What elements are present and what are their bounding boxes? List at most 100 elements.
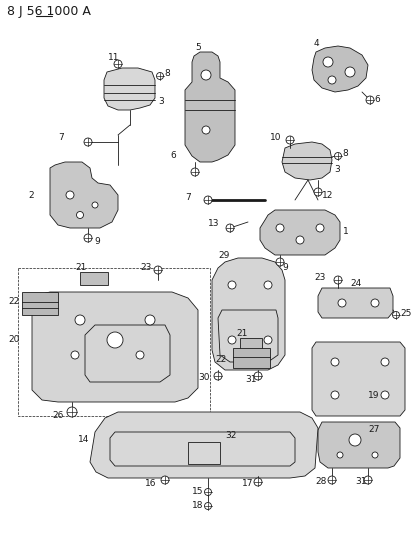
- Text: 6: 6: [170, 150, 176, 159]
- Circle shape: [381, 391, 389, 399]
- Text: 7: 7: [185, 192, 191, 201]
- Text: 1: 1: [343, 228, 349, 237]
- Circle shape: [156, 72, 163, 79]
- Text: 18: 18: [192, 502, 203, 511]
- Text: 12: 12: [322, 191, 333, 200]
- Polygon shape: [282, 142, 332, 180]
- Text: 9: 9: [282, 263, 288, 272]
- Circle shape: [372, 452, 378, 458]
- Text: 16: 16: [145, 479, 156, 488]
- Circle shape: [296, 236, 304, 244]
- Circle shape: [205, 489, 211, 496]
- Circle shape: [202, 126, 210, 134]
- Circle shape: [71, 351, 79, 359]
- Circle shape: [331, 358, 339, 366]
- Circle shape: [66, 191, 74, 199]
- Text: 5: 5: [195, 44, 201, 52]
- Circle shape: [107, 332, 123, 348]
- Circle shape: [136, 351, 144, 359]
- Circle shape: [314, 188, 322, 196]
- Circle shape: [364, 476, 372, 484]
- Circle shape: [205, 503, 211, 510]
- Polygon shape: [240, 338, 262, 350]
- Circle shape: [254, 372, 262, 380]
- Circle shape: [228, 336, 236, 344]
- Text: 17: 17: [242, 480, 253, 489]
- Polygon shape: [260, 210, 340, 255]
- Bar: [188, 442, 220, 464]
- Text: 11: 11: [108, 52, 119, 61]
- Bar: [18, 268, 210, 416]
- Polygon shape: [233, 348, 270, 368]
- Polygon shape: [312, 342, 405, 416]
- Circle shape: [371, 299, 379, 307]
- Circle shape: [191, 168, 199, 176]
- Circle shape: [345, 67, 355, 77]
- Text: 26: 26: [52, 410, 63, 419]
- Circle shape: [316, 224, 324, 232]
- Circle shape: [228, 281, 236, 289]
- Polygon shape: [22, 292, 58, 315]
- Text: 19: 19: [368, 391, 379, 400]
- Polygon shape: [32, 292, 198, 402]
- Circle shape: [381, 358, 389, 366]
- Circle shape: [276, 224, 284, 232]
- Text: 7: 7: [58, 133, 64, 142]
- Circle shape: [264, 281, 272, 289]
- Text: 20: 20: [8, 335, 20, 344]
- Circle shape: [254, 478, 262, 486]
- Text: 28: 28: [315, 478, 327, 487]
- Circle shape: [349, 434, 361, 446]
- Text: 3: 3: [334, 166, 340, 174]
- Circle shape: [114, 60, 122, 68]
- Text: 24: 24: [350, 279, 361, 287]
- Text: 23: 23: [314, 273, 325, 282]
- Text: 22: 22: [8, 297, 19, 306]
- Polygon shape: [50, 162, 118, 228]
- Text: 32: 32: [225, 431, 236, 440]
- Polygon shape: [185, 52, 235, 162]
- Circle shape: [331, 391, 339, 399]
- Text: 8 J 56 1000 A: 8 J 56 1000 A: [7, 5, 91, 19]
- Text: 2: 2: [28, 190, 34, 199]
- Polygon shape: [80, 272, 108, 285]
- Circle shape: [328, 476, 336, 484]
- Circle shape: [286, 136, 294, 144]
- Polygon shape: [318, 288, 393, 318]
- Circle shape: [161, 476, 169, 484]
- Text: 21: 21: [75, 262, 87, 271]
- Circle shape: [328, 76, 336, 84]
- Text: 25: 25: [400, 310, 411, 319]
- Circle shape: [77, 212, 84, 219]
- Text: 30: 30: [198, 374, 210, 383]
- Text: 21: 21: [236, 329, 248, 338]
- Text: 10: 10: [270, 133, 282, 142]
- Circle shape: [145, 315, 155, 325]
- Text: 8: 8: [164, 69, 170, 78]
- Text: 3: 3: [158, 98, 164, 107]
- Circle shape: [67, 407, 77, 417]
- Polygon shape: [212, 258, 285, 370]
- Text: 15: 15: [192, 487, 203, 496]
- Circle shape: [75, 315, 85, 325]
- Text: 6: 6: [374, 95, 380, 104]
- Circle shape: [338, 299, 346, 307]
- Text: 9: 9: [94, 238, 100, 246]
- Polygon shape: [312, 46, 368, 92]
- Circle shape: [214, 372, 222, 380]
- Circle shape: [393, 311, 399, 319]
- Text: 31: 31: [245, 376, 257, 384]
- Polygon shape: [318, 422, 400, 468]
- Circle shape: [334, 152, 342, 159]
- Circle shape: [204, 196, 212, 204]
- Text: 14: 14: [78, 435, 89, 445]
- Circle shape: [84, 234, 92, 242]
- Text: 8: 8: [342, 149, 348, 158]
- Circle shape: [226, 224, 234, 232]
- Text: 29: 29: [218, 252, 229, 261]
- Text: 13: 13: [208, 220, 220, 229]
- Circle shape: [323, 57, 333, 67]
- Text: 27: 27: [368, 425, 379, 434]
- Circle shape: [84, 138, 92, 146]
- Text: 22: 22: [215, 356, 226, 365]
